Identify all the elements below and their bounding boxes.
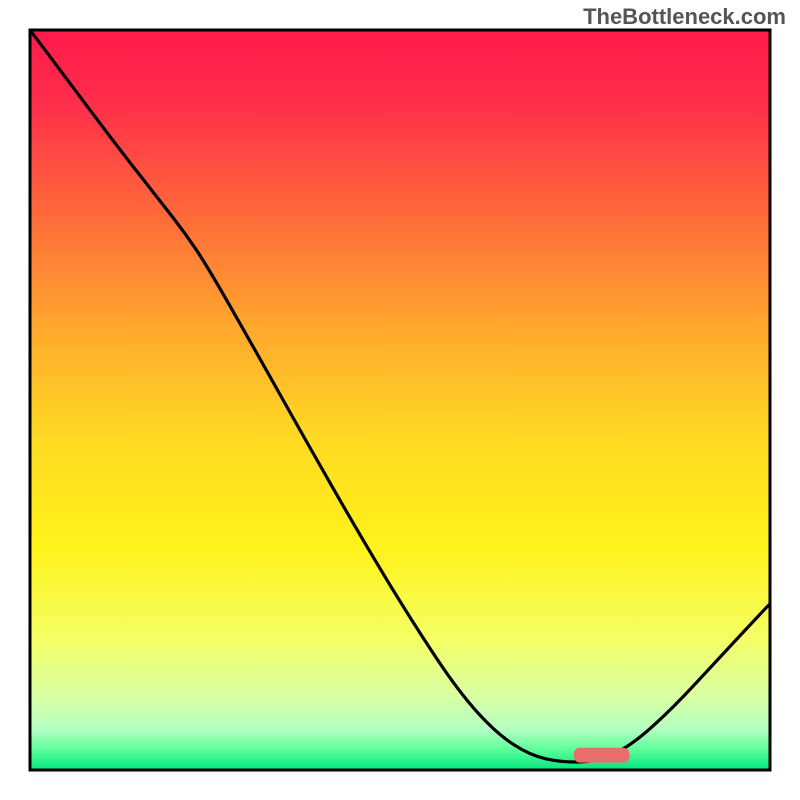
bottleneck-chart (0, 0, 800, 800)
watermark-text: TheBottleneck.com (583, 4, 786, 30)
optimum-marker (574, 748, 630, 763)
gradient-background (30, 30, 770, 770)
bottleneck-chart-container: TheBottleneck.com (0, 0, 800, 800)
